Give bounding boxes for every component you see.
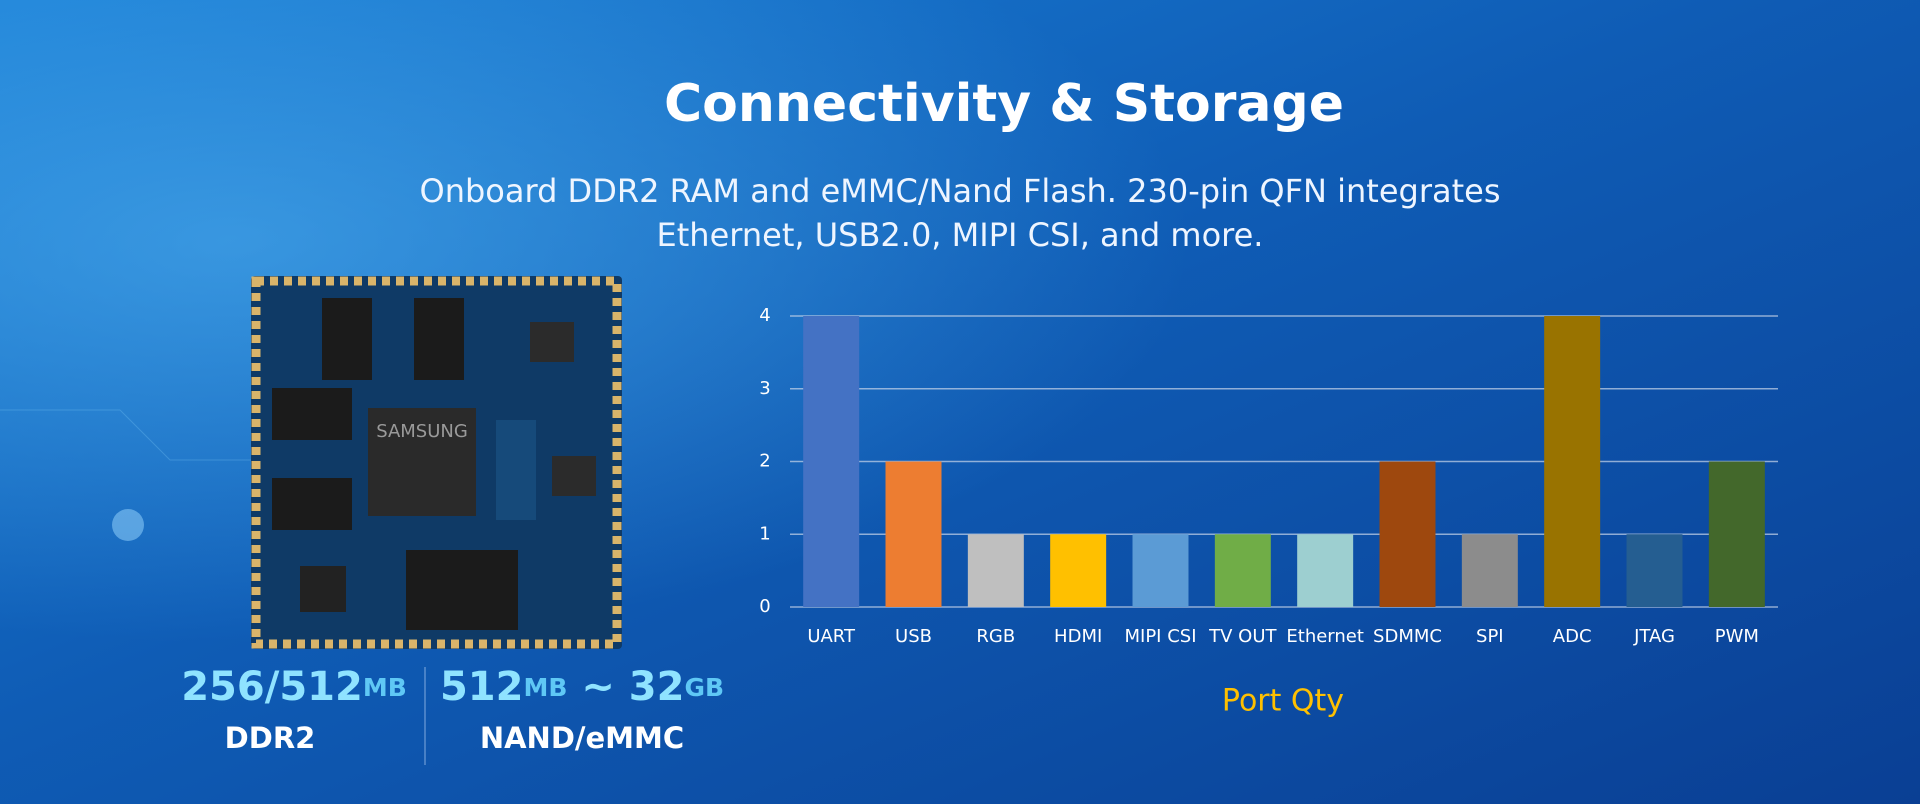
x-tick-label: RGB [976, 626, 1015, 647]
subtitle-line: Ethernet, USB2.0, MIPI CSI, and more. [657, 216, 1264, 254]
bar [1461, 534, 1518, 607]
bar [1626, 534, 1683, 607]
spec-number: 256/512 [181, 664, 363, 710]
bar [1132, 534, 1189, 607]
spec-label: NAND/eMMC [480, 721, 684, 755]
svg-text:SAMSUNG: SAMSUNG [376, 421, 468, 442]
bar [1544, 316, 1601, 607]
x-tick-label: HDMI [1054, 626, 1102, 647]
y-tick-label: 4 [759, 305, 770, 326]
y-tick-label: 0 [759, 596, 770, 617]
x-tick-label: USB [895, 626, 932, 647]
spec-number: 512 [440, 664, 524, 710]
y-tick-label: 3 [759, 378, 770, 399]
bar [967, 534, 1024, 607]
x-tick-label: MIPI CSI [1124, 626, 1196, 647]
spec-number: ~ 32 [567, 664, 684, 710]
spec-label: DDR2 [225, 721, 316, 755]
spec-value: 512MB ~ 32GB [440, 664, 724, 710]
spec-value: 256/512MB [181, 664, 407, 710]
x-tick-label: UART [807, 626, 856, 647]
bar-chart: 0 1 2 3 4 UART USB RGB HDMI MIPI CSI TV OUT Etherne… [759, 305, 1778, 647]
x-tick-label: TV OUT [1208, 626, 1277, 647]
title: Connectivity & Storage [664, 74, 1344, 134]
x-tick-label: SDMMC [1373, 626, 1442, 647]
spec-unit: MB [363, 673, 407, 702]
bar [1379, 461, 1436, 607]
bar [1214, 534, 1271, 607]
bar [803, 316, 860, 607]
y-tick-label: 1 [759, 523, 770, 544]
x-tick-label: JTAG [1633, 626, 1675, 647]
x-axis-title: Port Qty [1222, 684, 1344, 719]
spec-unit: GB [684, 673, 724, 702]
bar [1708, 461, 1765, 607]
bar [885, 461, 942, 607]
spec-unit: MB [523, 673, 567, 702]
subtitle-line: Onboard DDR2 RAM and eMMC/Nand Flash. 23… [420, 172, 1501, 210]
x-tick-label: Ethernet [1286, 626, 1364, 647]
bar [1297, 534, 1354, 607]
x-tick-label: PWM [1715, 626, 1759, 647]
bar [1050, 534, 1107, 607]
decor-dot [112, 509, 144, 541]
module-image: SAMSUNG [251, 276, 622, 649]
y-tick-label: 2 [759, 451, 770, 472]
x-tick-label: SPI [1476, 626, 1504, 647]
x-tick-label: ADC [1553, 626, 1592, 647]
